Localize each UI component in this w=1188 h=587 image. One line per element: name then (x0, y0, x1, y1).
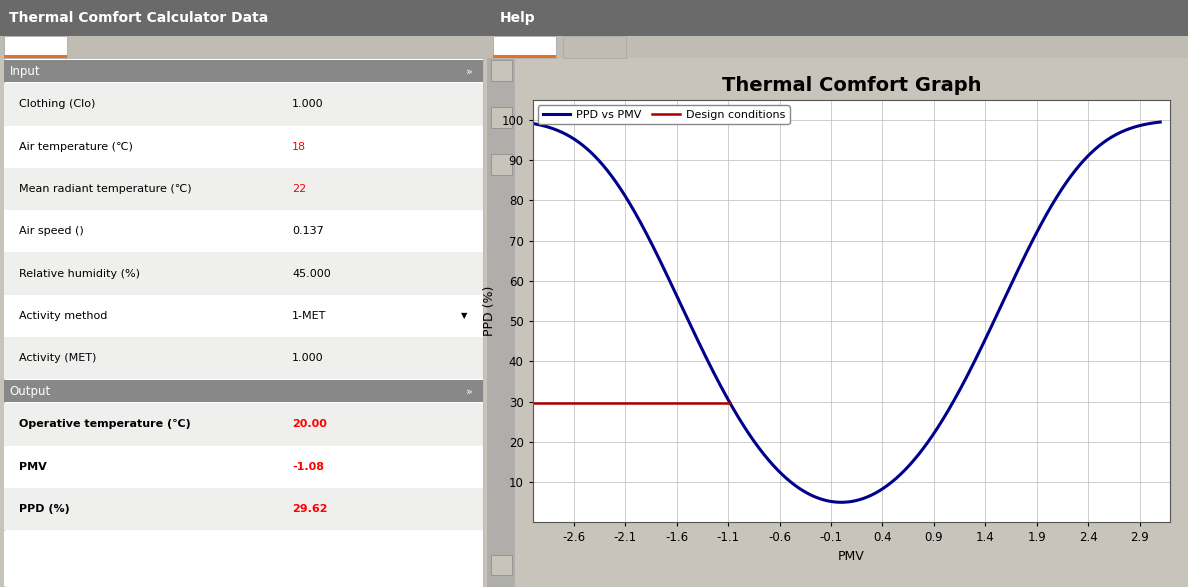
Text: 1-MET: 1-MET (292, 311, 327, 321)
Bar (491, 555, 512, 575)
Bar (0, 36, 487, 58)
Text: Help: Help (500, 11, 536, 25)
Text: »: » (466, 386, 473, 396)
Bar (4, 488, 484, 530)
Bar (491, 154, 512, 175)
Text: 18: 18 (292, 141, 307, 152)
Text: Info: Info (513, 42, 535, 52)
Text: Thermal Comfort Calculator Data: Thermal Comfort Calculator Data (8, 11, 268, 25)
Bar (493, 36, 556, 58)
Bar (487, 58, 516, 587)
Text: PPD (%): PPD (%) (19, 504, 70, 514)
Text: Activity method: Activity method (19, 311, 108, 321)
Bar (491, 107, 512, 128)
Text: 29.62: 29.62 (292, 504, 328, 514)
Bar (4, 60, 484, 82)
Bar (4, 83, 484, 126)
Text: »: » (466, 66, 473, 76)
Bar (4, 168, 484, 210)
Text: 45.000: 45.000 (292, 268, 331, 279)
Bar (4, 403, 484, 446)
Bar (487, 36, 1188, 58)
Text: Mean radiant temperature (℃): Mean radiant temperature (℃) (19, 184, 192, 194)
Bar (4, 36, 68, 58)
Text: 20.00: 20.00 (292, 419, 327, 430)
Text: Input: Input (10, 65, 40, 78)
Text: 1.000: 1.000 (292, 99, 324, 110)
Bar (4, 446, 484, 488)
X-axis label: PMV: PMV (839, 550, 865, 563)
Bar (4, 380, 484, 402)
Text: -1.08: -1.08 (292, 461, 324, 472)
Bar (4, 252, 484, 295)
Text: PMV: PMV (19, 461, 48, 472)
Bar (4, 337, 484, 379)
Bar (4, 126, 484, 168)
Bar (4, 210, 484, 252)
Bar (4, 55, 68, 58)
Text: ▼: ▼ (461, 311, 468, 321)
Bar (487, 0, 1188, 36)
Text: Input: Input (21, 42, 50, 52)
Text: 0.137: 0.137 (292, 226, 324, 237)
Text: Output: Output (10, 384, 51, 398)
Title: Thermal Comfort Graph: Thermal Comfort Graph (722, 76, 981, 96)
Text: Activity (MET): Activity (MET) (19, 353, 97, 363)
Text: Clothing (Clo): Clothing (Clo) (19, 99, 96, 110)
Bar (493, 55, 556, 58)
Bar (491, 60, 512, 81)
Bar (563, 36, 626, 58)
Text: Air temperature (℃): Air temperature (℃) (19, 141, 133, 152)
Text: Data: Data (581, 42, 607, 52)
Bar (0, 0, 487, 36)
Text: Air speed (): Air speed () (19, 226, 84, 237)
Text: 1.000: 1.000 (292, 353, 324, 363)
Legend: PPD vs PMV, Design conditions: PPD vs PMV, Design conditions (538, 105, 790, 124)
Bar (4, 295, 484, 337)
Text: 22: 22 (292, 184, 307, 194)
Text: Operative temperature (℃): Operative temperature (℃) (19, 419, 191, 430)
Text: Relative humidity (%): Relative humidity (%) (19, 268, 140, 279)
Bar (4, 531, 484, 586)
Y-axis label: PPD (%): PPD (%) (482, 286, 495, 336)
